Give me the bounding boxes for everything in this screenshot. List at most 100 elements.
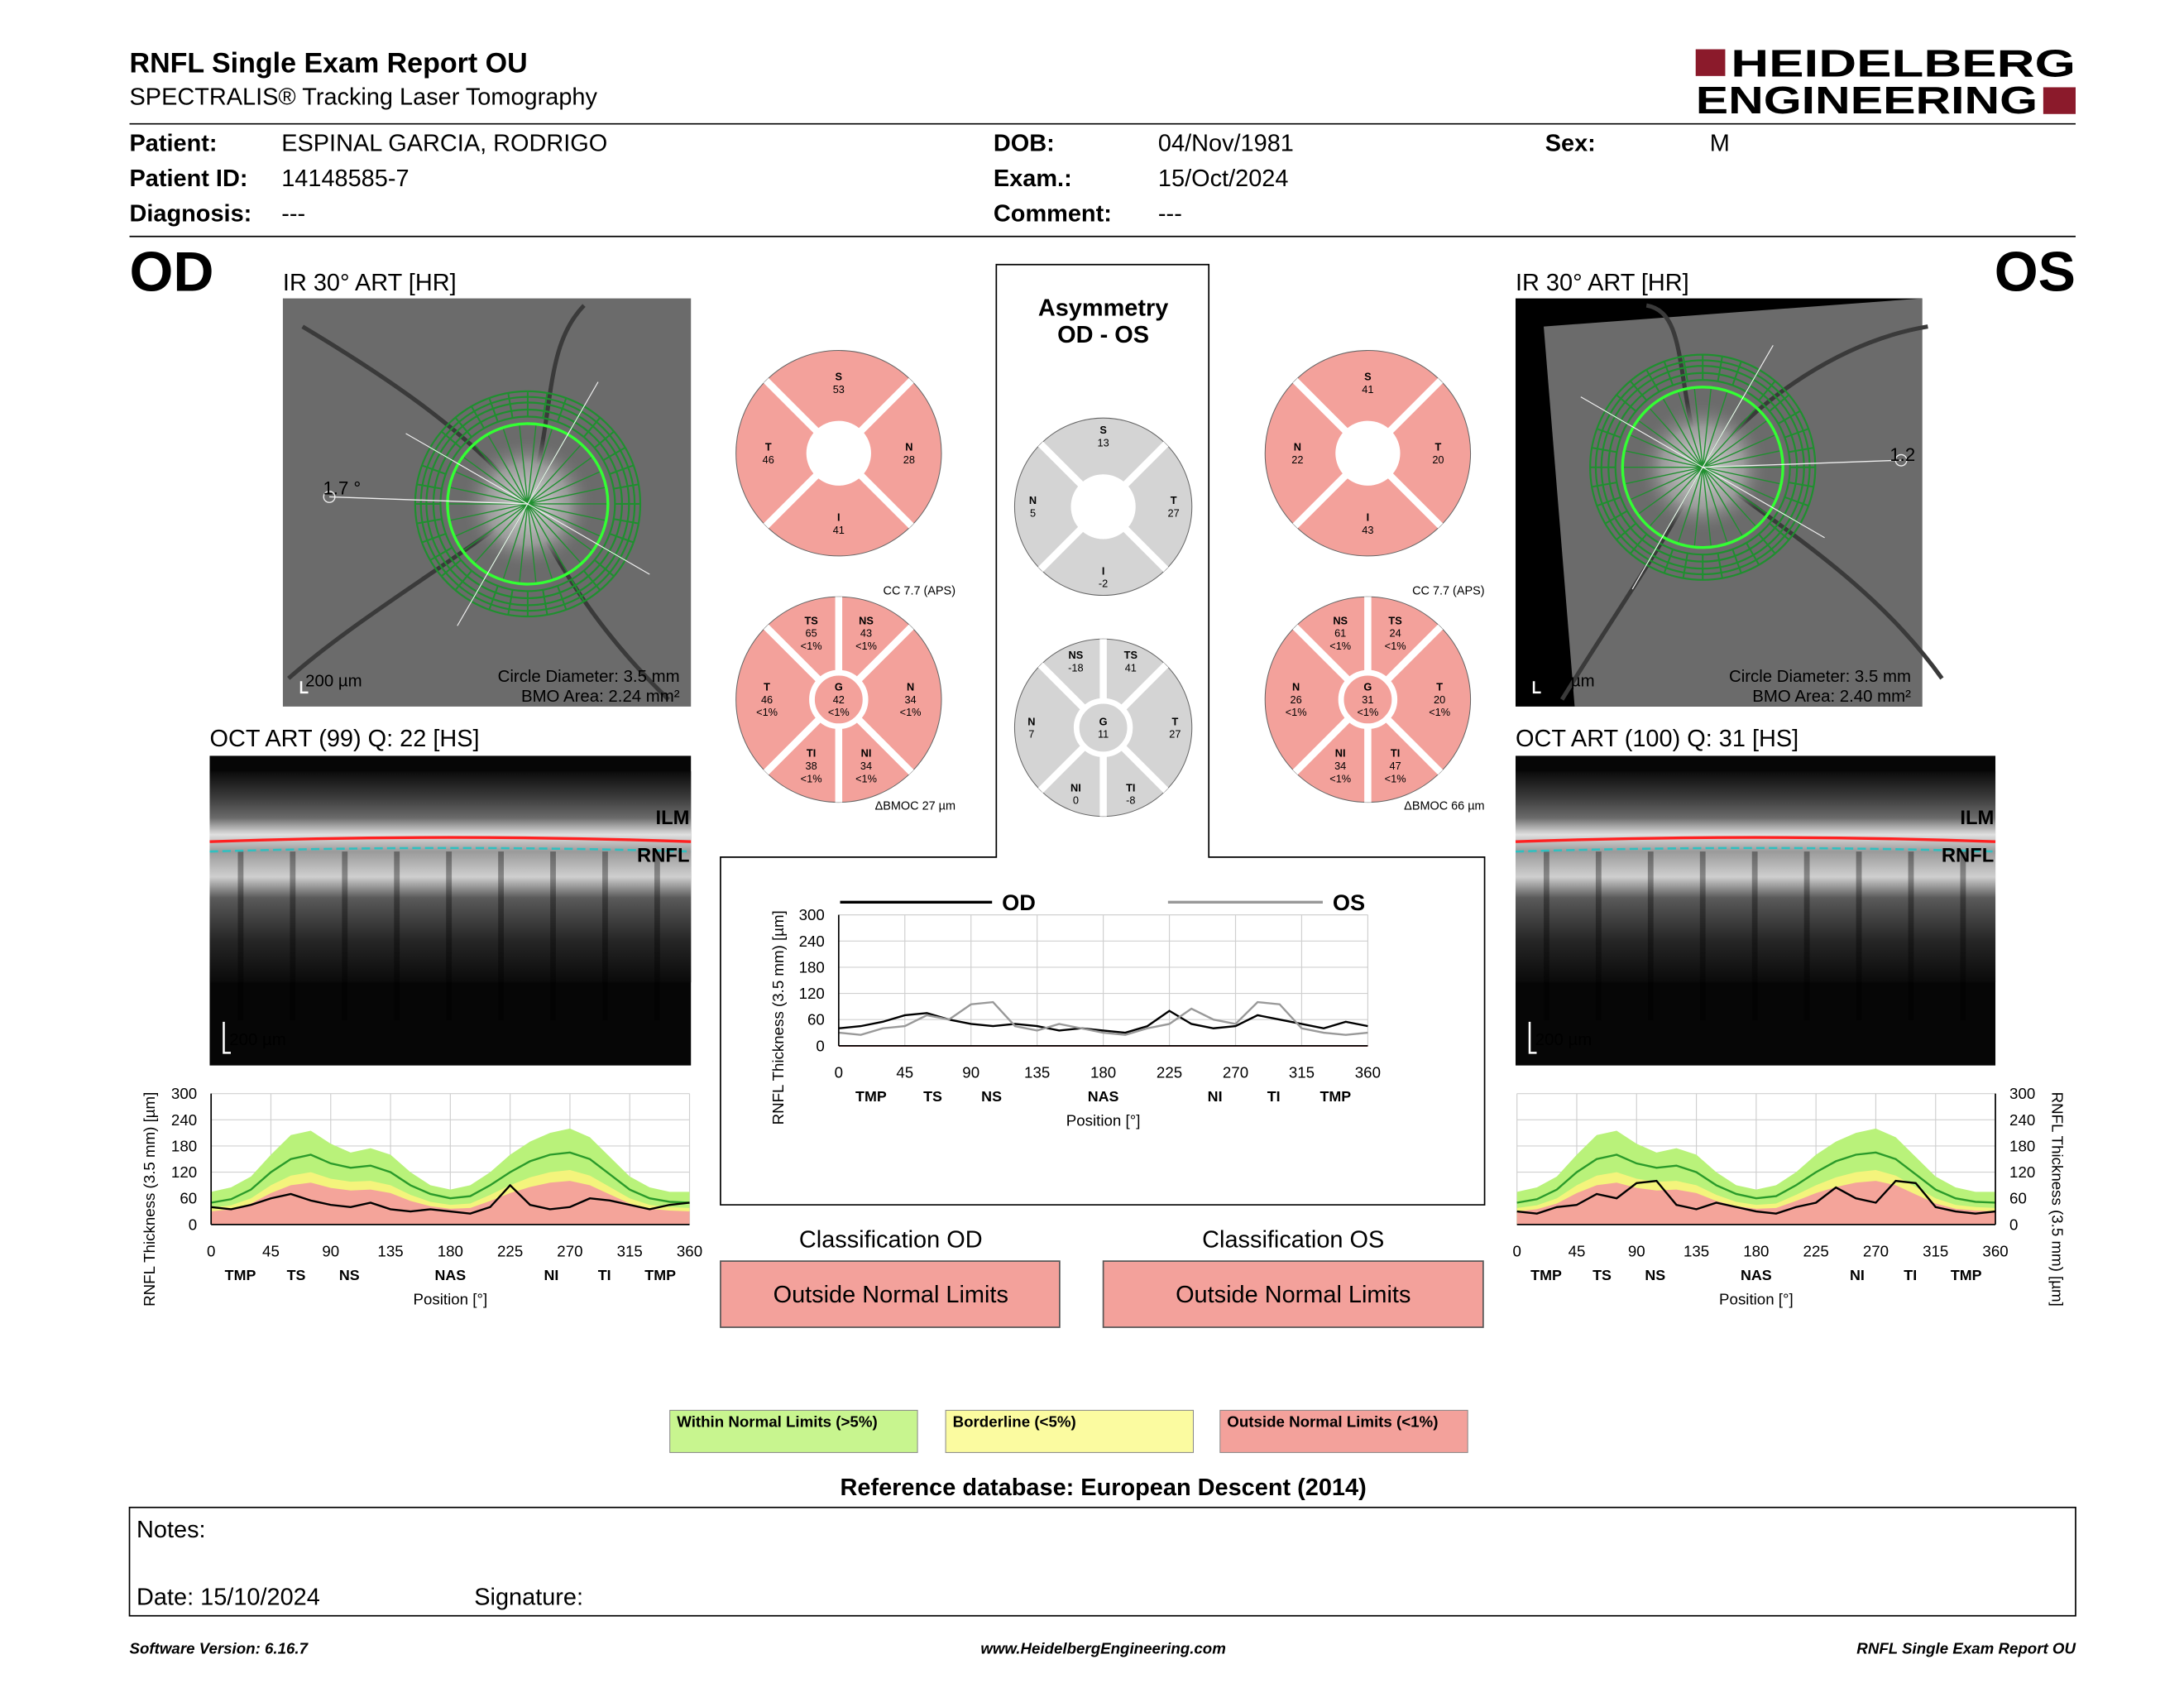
scan-spoke <box>1604 510 1628 525</box>
field-label: Diagnosis: <box>130 201 252 228</box>
sector-divider <box>1123 441 1169 487</box>
x-tick-label: 180 <box>438 1243 463 1260</box>
x-tick-label: 360 <box>1982 1243 2008 1260</box>
y-tick-label: 60 <box>180 1190 197 1207</box>
sector-label: NI <box>1335 747 1346 760</box>
sector-divider <box>858 472 914 529</box>
scan-spoke <box>1592 447 1617 453</box>
scan-spoke <box>1629 380 1648 401</box>
x-tick-label: 315 <box>1289 1064 1315 1081</box>
field-label: Exam.: <box>994 165 1072 192</box>
sector-label: N <box>1292 681 1300 693</box>
sector-label: TI <box>1126 781 1135 794</box>
logo-mark <box>1695 49 1726 76</box>
sector-hole <box>806 420 871 486</box>
sector-label: G <box>1099 715 1108 727</box>
scan-spoke <box>454 570 472 591</box>
scan-spoke <box>1717 356 1723 382</box>
scan-ring <box>414 390 642 618</box>
scan-ring <box>432 408 623 600</box>
field-value: M <box>1710 131 1730 157</box>
legend-swatch <box>1219 1409 1468 1453</box>
scan-ring <box>1607 372 1798 563</box>
sector-value: -2 <box>1099 578 1108 590</box>
scan-spoke <box>429 546 453 561</box>
sector-divider <box>764 377 820 434</box>
sector-center <box>809 669 869 730</box>
x-tick-label: 0 <box>1512 1243 1521 1260</box>
oct-shadow <box>1544 851 1549 1021</box>
scan-ring <box>1589 353 1817 581</box>
scan-spoke <box>1630 434 1703 468</box>
scan-spoke <box>502 503 529 579</box>
scan-spoke <box>1703 450 1780 468</box>
scan-spoke <box>557 397 568 423</box>
y-tick-label: 0 <box>2009 1216 2018 1233</box>
sector-label: TI <box>1391 747 1400 760</box>
logo-bottom: ENGINEERING <box>1696 79 2038 122</box>
region-label: NI <box>544 1267 559 1283</box>
sector-divider <box>764 716 822 775</box>
region-label: TS <box>1592 1267 1612 1283</box>
scan-spoke <box>470 405 486 429</box>
region-label: TMP <box>1530 1267 1562 1283</box>
sector-value: 34 <box>860 760 872 772</box>
classification-title: Classification OS <box>1202 1227 1384 1254</box>
scan-spoke <box>527 457 592 505</box>
region-label: TMP <box>1320 1088 1351 1105</box>
scan-spoke <box>1663 361 1674 386</box>
scan-spoke <box>582 417 601 438</box>
rnfl-label: RNFL <box>637 845 689 867</box>
sector-value: 42 <box>833 693 845 706</box>
field-value: 15/Oct/2024 <box>1158 165 1289 192</box>
oct-shadow <box>654 851 660 1021</box>
ir-scale: 200 µm <box>1538 672 1594 690</box>
sector-percent: <1% <box>1329 772 1351 784</box>
y-tick-label: 180 <box>799 958 825 976</box>
oct-shadow <box>1595 851 1602 1021</box>
x-axis-label: Position [°] <box>1066 1111 1141 1129</box>
y-tick-label: 240 <box>2009 1111 2035 1129</box>
region-label: NAS <box>1741 1267 1772 1283</box>
sector-value: 26 <box>1291 693 1302 706</box>
sector-divider <box>1123 525 1169 573</box>
scan-spoke <box>1702 467 1728 543</box>
scan-spoke <box>1746 542 1760 566</box>
oct-shadow <box>290 851 296 1021</box>
scan-ring <box>1594 359 1811 576</box>
sector-label: G <box>1363 681 1372 693</box>
sector-label: NI <box>1070 781 1081 794</box>
field-label: Sex: <box>1545 131 1596 157</box>
sector-value: 31 <box>1362 693 1373 706</box>
x-tick-label: 0 <box>207 1243 215 1260</box>
scan-spoke <box>507 392 514 419</box>
sector-divider <box>764 624 822 683</box>
x-tick-label: 135 <box>1684 1243 1709 1260</box>
sector-value: 46 <box>761 693 773 706</box>
sector-label: N <box>1029 494 1037 506</box>
sector-percent: <1% <box>801 772 822 784</box>
sector-percent: <1% <box>1357 706 1378 718</box>
ilm-label: ILM <box>656 807 690 829</box>
circle-diameter: Circle Diameter: 3.5 mm <box>498 668 680 686</box>
scan-spoke <box>519 425 529 505</box>
scan-spoke <box>1678 467 1703 543</box>
sector-center <box>1338 669 1398 730</box>
eye-label: OD <box>130 240 214 303</box>
fovea-line <box>329 496 528 505</box>
x-tick-label: 45 <box>896 1064 913 1081</box>
thickness-line <box>1516 1179 1996 1215</box>
ilm-label: ILM <box>1960 807 1994 829</box>
sector-percent: <1% <box>855 640 877 652</box>
scan-spoke <box>527 503 606 521</box>
scan-spoke <box>527 503 553 579</box>
x-tick-label: 90 <box>322 1243 339 1260</box>
x-tick-label: 270 <box>557 1243 582 1260</box>
sector-label: TS <box>1124 649 1138 661</box>
thickness-line <box>838 1009 1368 1034</box>
thickness-line <box>1516 1151 1996 1204</box>
sector-hole <box>1070 474 1136 539</box>
scan-spoke <box>1592 482 1617 488</box>
sector-percent: <1% <box>855 772 877 784</box>
sector-divider <box>858 377 914 434</box>
